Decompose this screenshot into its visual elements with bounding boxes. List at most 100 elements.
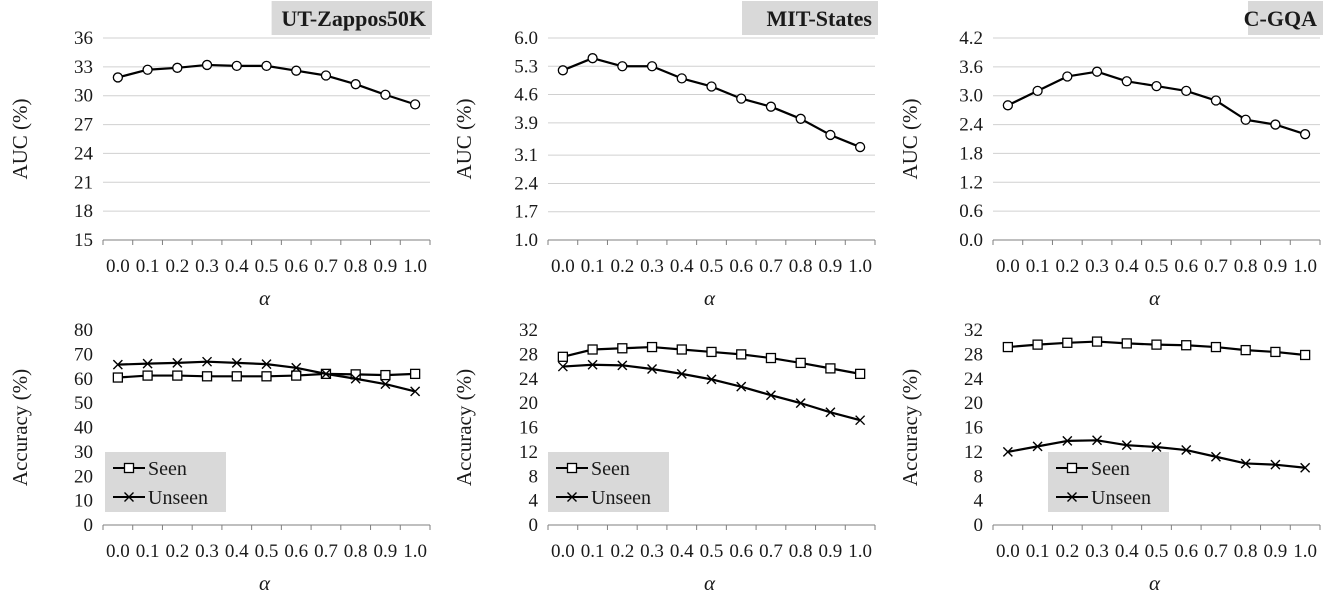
data-point xyxy=(706,81,717,92)
y-tick-label: 12 xyxy=(519,442,538,463)
series-unseen xyxy=(112,356,421,397)
data-point xyxy=(201,59,213,71)
data-point xyxy=(557,361,568,372)
legend-item-seen: Seen xyxy=(556,458,630,480)
y-tick-label: 40 xyxy=(74,418,93,439)
x-tick-label: 0.2 xyxy=(610,541,634,562)
x-tick-label: 1.0 xyxy=(403,256,427,277)
y-tick-label: 1.8 xyxy=(959,143,983,164)
data-point xyxy=(557,351,569,362)
x-tick-label: 0.0 xyxy=(996,541,1020,562)
x-tick-label: 0.9 xyxy=(374,541,398,562)
x-tick-label: 1.0 xyxy=(403,541,427,562)
data-point xyxy=(1002,341,1014,353)
chart-title: C-GQA xyxy=(1244,1,1323,35)
x-tick-label: 0.7 xyxy=(1204,541,1228,562)
data-point xyxy=(736,349,747,360)
y-axis-label: AUC (%) xyxy=(8,98,32,179)
series-seen xyxy=(557,341,866,380)
data-point xyxy=(1299,349,1311,361)
x-tick-label: 0.5 xyxy=(255,541,279,562)
data-point xyxy=(617,61,628,72)
data-point xyxy=(617,360,628,371)
data-point xyxy=(1062,337,1073,348)
data-point xyxy=(1002,100,1014,111)
x-tick-label: 0.7 xyxy=(759,541,783,562)
x-tick-label: 0.4 xyxy=(670,256,694,277)
x-tick-label: 0.0 xyxy=(996,256,1020,277)
data-point xyxy=(765,390,776,401)
y-tick-label: 24 xyxy=(519,369,539,390)
data-point xyxy=(202,356,213,367)
x-tick-label: 0.3 xyxy=(195,256,219,277)
chart-title-text: C-GQA xyxy=(1244,6,1317,31)
data-point xyxy=(231,60,242,72)
data-point xyxy=(1062,435,1073,446)
x-tick-label: 0.8 xyxy=(789,541,813,562)
x-axis-label: α xyxy=(704,286,716,310)
y-tick-label: 6.0 xyxy=(514,28,538,49)
series-auc xyxy=(112,59,421,110)
x-tick-label: 0.6 xyxy=(1174,541,1198,562)
series-line xyxy=(562,363,861,422)
y-tick-label: 4.6 xyxy=(514,85,538,106)
y-tick-label: 12 xyxy=(964,442,983,463)
x-tick-label: 0.3 xyxy=(640,541,664,562)
data-point xyxy=(409,99,421,110)
y-tick-label: 20 xyxy=(964,393,983,414)
data-point xyxy=(617,343,628,354)
data-point xyxy=(1091,66,1103,77)
series-auc xyxy=(1002,66,1311,140)
y-tick-label: 4 xyxy=(974,491,984,512)
y-tick-label: 60 xyxy=(74,369,93,390)
y-tick-label: 24 xyxy=(74,143,94,164)
data-point xyxy=(1181,340,1192,351)
data-point xyxy=(676,344,687,355)
y-tick-label: 8 xyxy=(529,466,539,487)
x-tick-label: 0.4 xyxy=(225,256,249,277)
chart-panel-4: 0 10 20 30 40 50 60 70 80 0.0 0.1 0.2 0.3 0.4 0.5 0.6 0.… xyxy=(8,320,431,595)
x-tick-label: 0.5 xyxy=(255,256,279,277)
series-auc xyxy=(557,53,866,153)
y-tick-label: 70 xyxy=(74,344,93,365)
y-tick-label: 4 xyxy=(529,491,539,512)
x-tick-label: 0.9 xyxy=(1264,541,1288,562)
data-point xyxy=(231,371,242,382)
chart-panel-5: 0 4 8 12 16 20 24 28 32 0.0 0.1 0.2 0.3 0.4 0.5 0.6 0.7 0… xyxy=(452,320,876,595)
data-point xyxy=(380,369,391,381)
legend-marker xyxy=(567,492,577,502)
data-point xyxy=(795,398,806,409)
y-tick-label: 8 xyxy=(974,466,984,487)
data-point xyxy=(380,379,391,390)
y-tick-label: 2.4 xyxy=(514,173,538,194)
data-point xyxy=(795,357,806,369)
x-tick-label: 0.3 xyxy=(1085,541,1109,562)
x-tick-label: 0.6 xyxy=(1174,256,1198,277)
chart-panel-1: 15 18 21 24 27 30 33 36 0.0 0.1 0.2 0.3 0.4 0.5 0.6 0.7… xyxy=(8,1,432,310)
legend-marker xyxy=(1067,492,1077,502)
data-point xyxy=(646,341,658,353)
series-seen xyxy=(1002,336,1311,361)
data-point xyxy=(765,101,777,112)
x-tick-label: 0.0 xyxy=(106,256,130,277)
data-point xyxy=(410,386,421,397)
data-point xyxy=(1270,459,1281,470)
y-tick-label: 28 xyxy=(519,344,538,365)
x-tick-label: 0.9 xyxy=(374,256,398,277)
x-tick-label: 1.0 xyxy=(848,541,872,562)
y-tick-label: 16 xyxy=(519,418,538,439)
data-point xyxy=(1032,85,1043,97)
data-point xyxy=(587,344,598,355)
data-point xyxy=(1299,129,1311,140)
x-tick-label: 0.2 xyxy=(165,256,189,277)
x-tick-label: 0.2 xyxy=(1055,256,1079,277)
data-point xyxy=(172,370,183,381)
x-tick-label: 0.4 xyxy=(1115,541,1139,562)
y-tick-label: 0 xyxy=(84,515,94,536)
x-tick-label: 0.2 xyxy=(1055,541,1079,562)
data-point xyxy=(1151,80,1162,92)
data-point xyxy=(676,73,687,84)
data-point xyxy=(706,346,717,358)
x-tick-label: 0.4 xyxy=(225,541,249,562)
y-tick-label: 3.0 xyxy=(959,86,983,107)
